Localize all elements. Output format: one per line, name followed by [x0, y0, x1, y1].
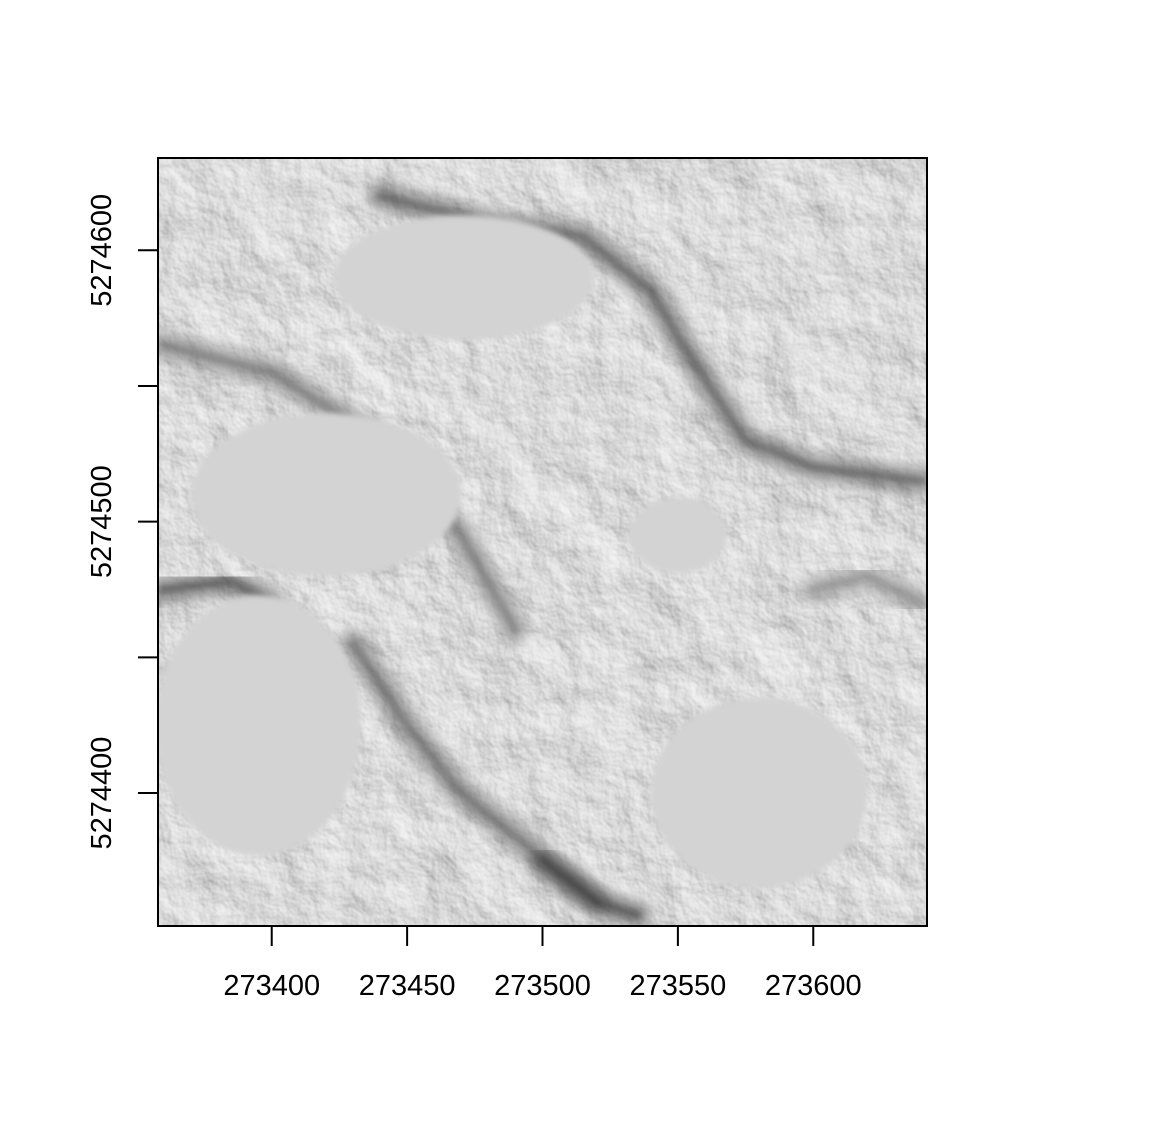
x-tick-label: 273600: [765, 970, 862, 1002]
flat-area-1: [190, 413, 462, 576]
hillshade-raster: [158, 158, 927, 926]
ridge-line-5: [809, 572, 926, 607]
x-tick-label: 273400: [223, 970, 320, 1002]
y-tick-label: 5274500: [86, 465, 118, 578]
y-tick-label: 5274600: [86, 194, 118, 307]
x-axis: 273400 273450 273500 273550 273600: [223, 925, 862, 1002]
x-tick-label: 273550: [629, 970, 726, 1002]
flat-area-4: [650, 698, 868, 889]
y-axis: 5274400 5274500 5274600: [86, 194, 159, 850]
flat-area-3: [629, 497, 727, 574]
ridge-line-4: [539, 857, 641, 919]
y-tick-label: 5274400: [86, 737, 118, 850]
flat-area-0: [334, 214, 594, 340]
x-tick-label: 273500: [494, 970, 591, 1002]
flat-area-2: [158, 594, 362, 856]
x-tick-label: 273450: [359, 970, 456, 1002]
